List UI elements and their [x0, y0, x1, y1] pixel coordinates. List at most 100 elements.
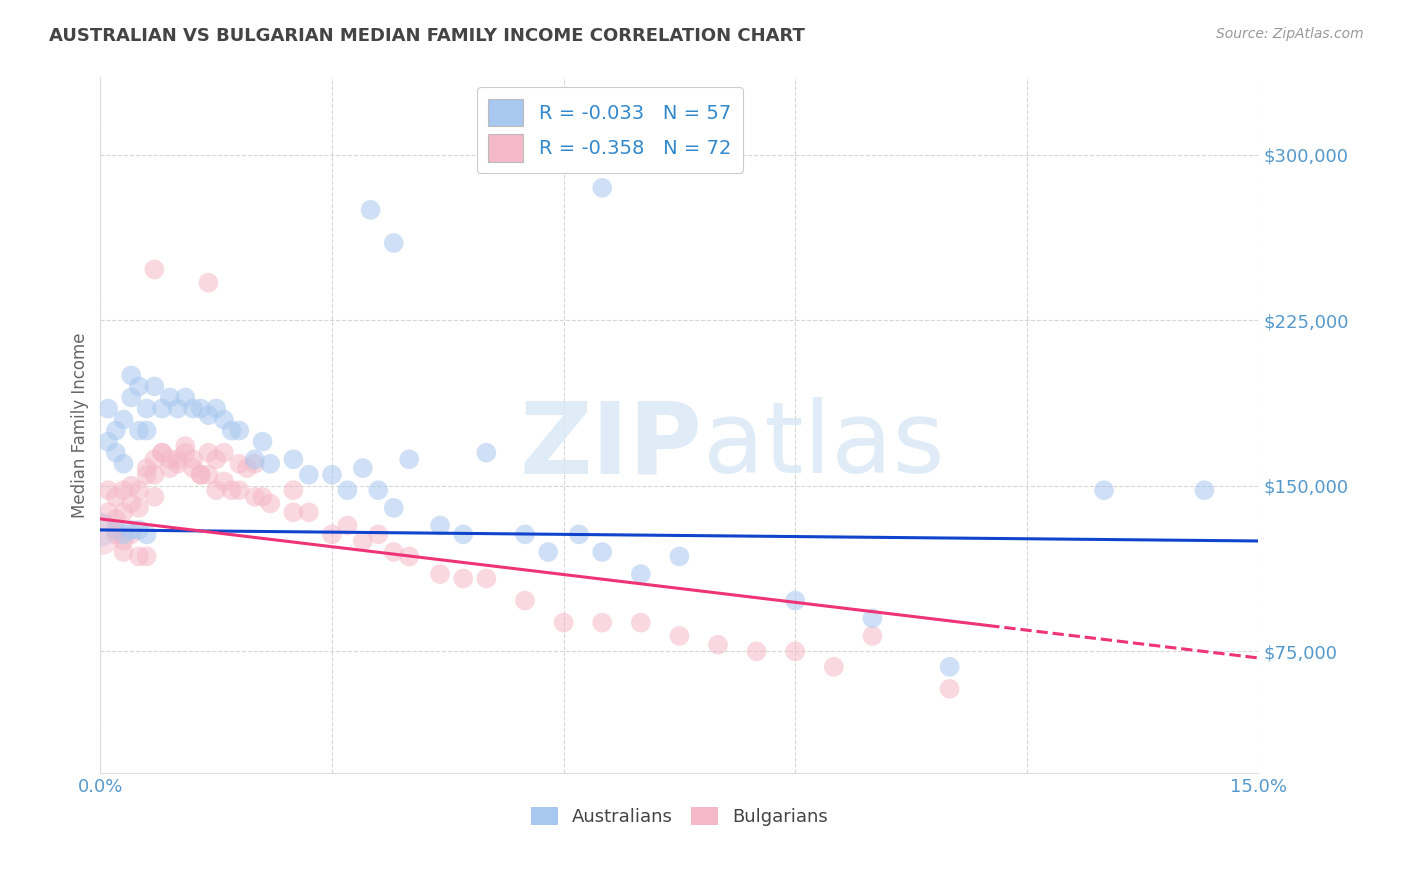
Point: [382, 235, 405, 250]
Point: [537, 545, 560, 559]
Point: [228, 457, 250, 471]
Text: atlas: atlas: [703, 398, 945, 494]
Point: [451, 527, 474, 541]
Point: [212, 475, 235, 489]
Point: [236, 461, 259, 475]
Point: [429, 567, 451, 582]
Point: [104, 512, 127, 526]
Point: [823, 660, 845, 674]
Point: [398, 452, 420, 467]
Point: [367, 483, 389, 498]
Point: [243, 490, 266, 504]
Point: [112, 533, 135, 548]
Point: [321, 467, 343, 482]
Point: [97, 505, 120, 519]
Point: [212, 412, 235, 426]
Point: [197, 445, 219, 459]
Point: [120, 496, 142, 510]
Point: [475, 572, 498, 586]
Point: [228, 483, 250, 498]
Point: [190, 467, 212, 482]
Point: [89, 527, 111, 541]
Point: [197, 408, 219, 422]
Text: Source: ZipAtlas.com: Source: ZipAtlas.com: [1216, 27, 1364, 41]
Point: [228, 424, 250, 438]
Point: [120, 527, 142, 541]
Point: [243, 452, 266, 467]
Point: [112, 505, 135, 519]
Point: [166, 457, 188, 471]
Point: [104, 490, 127, 504]
Point: [104, 424, 127, 438]
Point: [360, 202, 382, 217]
Point: [259, 457, 281, 471]
Point: [97, 483, 120, 498]
Point: [243, 457, 266, 471]
Point: [120, 368, 142, 383]
Point: [181, 452, 204, 467]
Point: [630, 567, 652, 582]
Point: [938, 660, 960, 674]
Point: [159, 461, 181, 475]
Point: [120, 523, 142, 537]
Point: [205, 483, 228, 498]
Text: AUSTRALIAN VS BULGARIAN MEDIAN FAMILY INCOME CORRELATION CHART: AUSTRALIAN VS BULGARIAN MEDIAN FAMILY IN…: [49, 27, 806, 45]
Point: [112, 527, 135, 541]
Point: [174, 445, 197, 459]
Point: [513, 527, 536, 541]
Point: [475, 445, 498, 459]
Point: [283, 483, 305, 498]
Point: [785, 644, 807, 658]
Point: [259, 496, 281, 510]
Point: [150, 445, 173, 459]
Point: [197, 467, 219, 482]
Point: [298, 505, 321, 519]
Point: [283, 505, 305, 519]
Point: [221, 483, 243, 498]
Point: [112, 483, 135, 498]
Point: [166, 452, 188, 467]
Point: [135, 549, 157, 564]
Point: [252, 490, 274, 504]
Point: [1092, 483, 1115, 498]
Point: [668, 549, 690, 564]
Point: [112, 457, 135, 471]
Point: [128, 379, 150, 393]
Point: [382, 500, 405, 515]
Point: [143, 452, 166, 467]
Point: [197, 276, 219, 290]
Point: [860, 629, 883, 643]
Point: [429, 518, 451, 533]
Point: [745, 644, 768, 658]
Point: [128, 523, 150, 537]
Text: ZIP: ZIP: [520, 398, 703, 494]
Point: [1194, 483, 1216, 498]
Point: [150, 445, 173, 459]
Point: [128, 500, 150, 515]
Point: [398, 549, 420, 564]
Point: [135, 401, 157, 416]
Point: [128, 483, 150, 498]
Point: [128, 549, 150, 564]
Point: [159, 391, 181, 405]
Point: [283, 452, 305, 467]
Point: [97, 434, 120, 449]
Point: [159, 452, 181, 467]
Point: [252, 434, 274, 449]
Point: [352, 461, 374, 475]
Point: [97, 401, 120, 416]
Point: [104, 527, 127, 541]
Point: [190, 401, 212, 416]
Point: [143, 262, 166, 277]
Point: [143, 379, 166, 393]
Point: [128, 424, 150, 438]
Point: [143, 490, 166, 504]
Point: [668, 629, 690, 643]
Point: [336, 483, 359, 498]
Point: [451, 572, 474, 586]
Point: [630, 615, 652, 630]
Point: [120, 391, 142, 405]
Point: [568, 527, 591, 541]
Point: [135, 461, 157, 475]
Point: [513, 593, 536, 607]
